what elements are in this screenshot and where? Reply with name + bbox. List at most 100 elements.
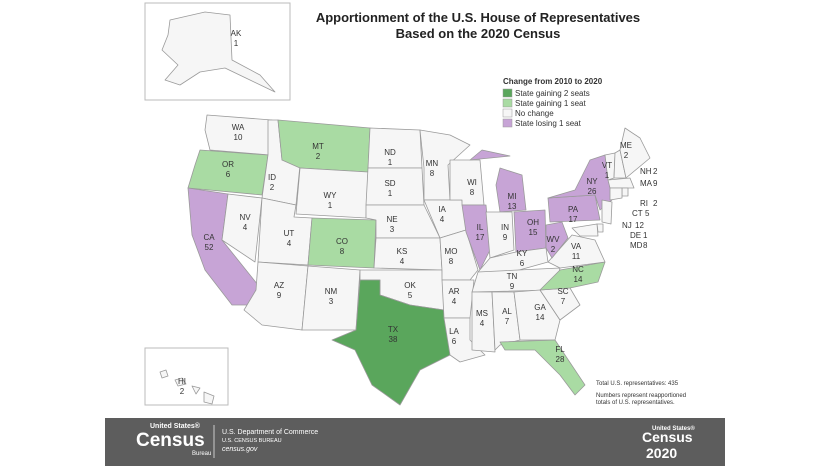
state-seats: 8 [340,247,345,256]
state-abbr: NM [325,287,338,296]
state-abbr: PA [568,205,579,214]
legend-swatch [502,88,513,98]
state-abbr: VA [571,242,582,251]
state-seats: 4 [243,223,248,232]
state-abbr: MT [312,142,324,151]
state-abbr: HI [178,377,186,386]
state-abbr: NE [386,215,397,224]
state-seats: 52 [205,243,214,252]
state-abbr: WY [324,191,338,200]
total-note: Total U.S. representatives: 435 [596,381,679,387]
state-shape [469,149,511,161]
right-logo-main: Census [642,429,693,445]
state-seats: 2 [270,183,275,192]
state-seats: 1 [234,39,239,48]
state-abbr: IA [438,205,446,214]
state-abbr: TN [507,272,518,281]
state-seats: 6 [452,337,457,346]
logo-top: United States® [150,422,201,430]
state-seats: 9 [653,179,658,188]
footer-band [105,418,725,466]
state-shape [485,211,515,259]
state-abbr: MA [640,179,653,188]
state-seats: 8 [643,241,648,250]
state-abbr: MN [426,159,439,168]
state-shape [545,221,569,259]
state-shape [471,291,496,353]
state-seats: 1 [388,158,393,167]
state-seats: 4 [400,257,405,266]
title-line-1: Apportionment of the U.S. House of Repre… [316,10,640,25]
state-seats: 9 [277,291,282,300]
state-abbr: MD [630,241,643,250]
state-abbr: IL [477,223,484,232]
state-abbr: AL [502,307,512,316]
state-seats: 1 [388,189,393,198]
logo-sub: Bureau [192,451,211,457]
state-seats: 1 [328,201,333,210]
state-seats: 17 [476,233,485,242]
state-shape [461,204,491,271]
state-abbr: KS [397,247,408,256]
bureau: U.S. CENSUS BUREAU [222,438,282,444]
state-shape [419,129,471,201]
state-abbr: FL [555,345,565,354]
legend-swatch [502,98,513,108]
dept: U.S. Department of Commerce [222,429,318,436]
state-abbr: MO [445,247,458,256]
state-abbr: TX [388,325,399,334]
state-abbr: MS [476,309,488,318]
state-seats: 26 [588,187,597,196]
state-shape [621,187,629,197]
state-abbr: NY [586,177,598,186]
state-seats: 2 [653,167,658,176]
state-abbr: VT [602,161,612,170]
state-shape [203,391,215,405]
state-shape [443,317,486,363]
state-seats: 5 [408,291,413,300]
legend-label: State losing 1 seat [515,119,582,128]
right-logo-top: United States® [652,425,695,432]
state-seats: 7 [505,317,510,326]
state-shape [187,149,269,196]
state-shape [331,279,451,406]
state-abbr: RI [640,199,648,208]
state-seats: 2 [653,199,658,208]
state-abbr: UT [284,229,295,238]
state-abbr: ME [620,141,632,150]
state-seats: 8 [449,257,454,266]
state-abbr: OH [527,218,539,227]
state-seats: 7 [561,297,566,306]
state-abbr: NJ [622,221,632,230]
state-abbr: OK [404,281,416,290]
state-abbr: NV [239,213,251,222]
state-shape [609,187,623,201]
state-abbr: NC [572,265,584,274]
state-shape [277,119,371,173]
state-seats: 38 [389,335,398,344]
state-abbr: KY [517,249,528,258]
state-abbr: NH [640,167,652,176]
right-logo-year: 2020 [646,445,677,461]
state-abbr: ND [384,148,396,157]
note-line-2: totals of U.S. representatives. [596,400,675,406]
state-abbr: ID [268,173,276,182]
legend-label: State gaining 2 seats [515,89,590,98]
state-seats: 1 [643,231,648,240]
state-seats: 2 [316,152,321,161]
state-abbr: AK [231,29,242,38]
state-abbr: WA [232,123,245,132]
state-abbr: MI [508,192,517,201]
state-shape [441,279,475,319]
state-shape [221,193,263,263]
state-seats: 14 [536,313,545,322]
state-seats: 11 [572,252,581,261]
state-seats: 14 [574,275,583,284]
state-seats: 6 [226,170,231,179]
legend-title: Change from 2010 to 2020 [503,77,603,86]
legend-swatch [502,108,513,118]
state-abbr: CA [203,233,215,242]
state-seats: 4 [440,215,445,224]
state-seats: 8 [470,188,475,197]
